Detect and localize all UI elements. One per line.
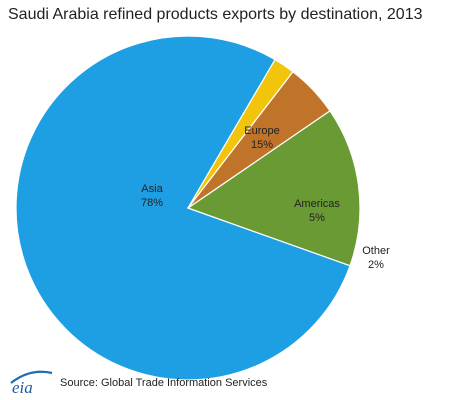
slice-name-americas: Americas xyxy=(294,198,340,210)
slice-label-europe: Europe 15% xyxy=(244,125,279,151)
slice-label-asia: Asia 78% xyxy=(141,183,164,209)
slice-name-other: Other xyxy=(362,245,390,257)
slice-percent-europe: 15% xyxy=(251,139,273,151)
slice-label-americas: Americas 5% xyxy=(294,198,340,224)
source-note: Source: Global Trade Information Service… xyxy=(60,377,268,389)
slice-name-europe: Europe xyxy=(244,125,279,137)
chart-title: Saudi Arabia refined products exports by… xyxy=(8,6,423,23)
pie-slice-europe xyxy=(186,109,361,267)
slice-percent-other: 2% xyxy=(368,259,384,271)
slice-percent-asia: 78% xyxy=(141,197,163,209)
slice-name-asia: Asia xyxy=(141,183,163,195)
svg-text:eia: eia xyxy=(12,378,33,396)
pie-slice-other xyxy=(187,58,294,209)
eia-logo: eia xyxy=(10,370,53,396)
footer: eia Source: Global Trade Information Ser… xyxy=(8,368,448,396)
slice-label-other: Other 2% xyxy=(362,245,390,271)
pie-slice-asia xyxy=(15,35,351,381)
slice-percent-americas: 5% xyxy=(309,212,325,224)
